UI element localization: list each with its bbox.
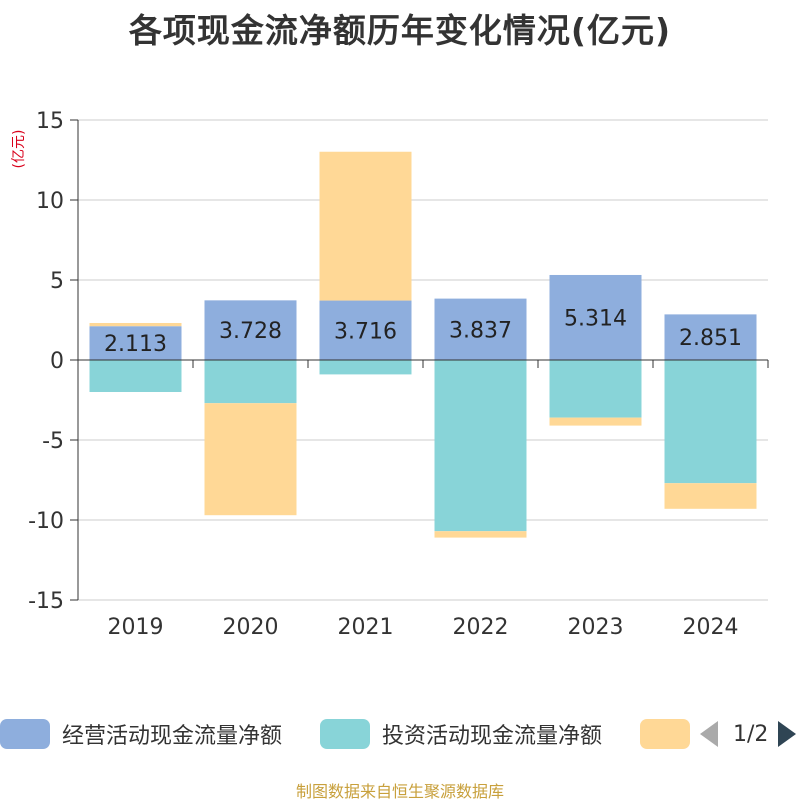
bar-series0-2021	[319, 300, 412, 360]
y-tick-label: 5	[50, 269, 64, 294]
legend-next-arrow-icon[interactable]	[778, 721, 797, 747]
bar-series0-2020	[204, 300, 297, 360]
bar-series1-2023	[549, 360, 642, 418]
x-tick-label-2023: 2023	[568, 615, 624, 640]
bar-series1-2022	[434, 360, 527, 532]
data-source-note: 制图数据来自恒生聚源数据库	[295, 782, 504, 801]
y-tick-label: 15	[36, 109, 64, 134]
x-tick-label-2019: 2019	[108, 615, 164, 640]
y-tick-label: -5	[42, 429, 64, 454]
legend-item-third[interactable]	[640, 716, 702, 752]
bar-series0-2022	[434, 298, 527, 360]
legend-label-operating: 经营活动现金流量净额	[62, 724, 283, 749]
legend-swatch-third	[640, 719, 690, 749]
grid-lines	[78, 119, 768, 601]
data-label-2019: 2.113	[104, 332, 167, 357]
y-tick-label: -15	[28, 589, 64, 614]
x-tick-label-2021: 2021	[338, 615, 394, 640]
legend-label-investing: 投资活动现金流量净额	[382, 724, 603, 749]
data-label-2024: 2.851	[679, 326, 742, 351]
bar-series0-2024	[664, 314, 757, 360]
bar-series2-2021	[319, 151, 412, 301]
y-tick-label: -10	[28, 509, 64, 534]
x-tick-label-2024: 2024	[683, 615, 739, 640]
y-tick-label: 10	[36, 189, 64, 214]
bar-series2-2023	[549, 417, 642, 426]
bar-series2-2019	[89, 322, 182, 327]
bar-series1-2021	[319, 360, 412, 375]
bar-series2-2024	[664, 483, 757, 509]
bar-series1-2024	[664, 360, 757, 484]
bar-series2-2022	[434, 531, 527, 538]
data-label-2022: 3.837	[449, 318, 512, 343]
bar-series1-2020	[204, 360, 297, 404]
legend-swatch-investing	[320, 719, 370, 749]
bar-series0-2019	[89, 326, 182, 360]
bar-series	[89, 151, 757, 538]
data-label-2021: 3.716	[334, 319, 397, 344]
bar-series0-2023	[549, 274, 642, 360]
x-tick-label-2020: 2020	[223, 615, 279, 640]
legend: 经营活动现金流量净额 投资活动现金流量净额 1/2	[0, 716, 800, 756]
axes: 15 10 5 0 -5 -10 -15 2019 2020 2021 2022 2023 2024	[28, 109, 769, 640]
legend-item-investing[interactable]: 投资活动现金流量净额	[320, 716, 602, 752]
legend-pager: 1/2	[700, 716, 797, 752]
bar-series1-2019	[89, 360, 182, 392]
legend-page-indicator: 1/2	[733, 721, 769, 747]
data-label-2020: 3.728	[219, 319, 282, 344]
data-label-2023: 5.314	[564, 306, 627, 331]
x-tick-label-2022: 2022	[453, 615, 509, 640]
y-tick-label: 0	[50, 349, 64, 374]
legend-prev-arrow-icon[interactable]	[700, 721, 718, 747]
legend-swatch-operating	[0, 719, 50, 749]
data-labels: 2.113 3.728 3.716 3.837 5.314 2.851	[104, 306, 742, 357]
bar-series2-2020	[204, 403, 297, 516]
chart-title: 各项现金流净额历年变化情况(亿元)	[128, 11, 672, 50]
legend-item-operating[interactable]: 经营活动现金流量净额	[0, 716, 282, 752]
